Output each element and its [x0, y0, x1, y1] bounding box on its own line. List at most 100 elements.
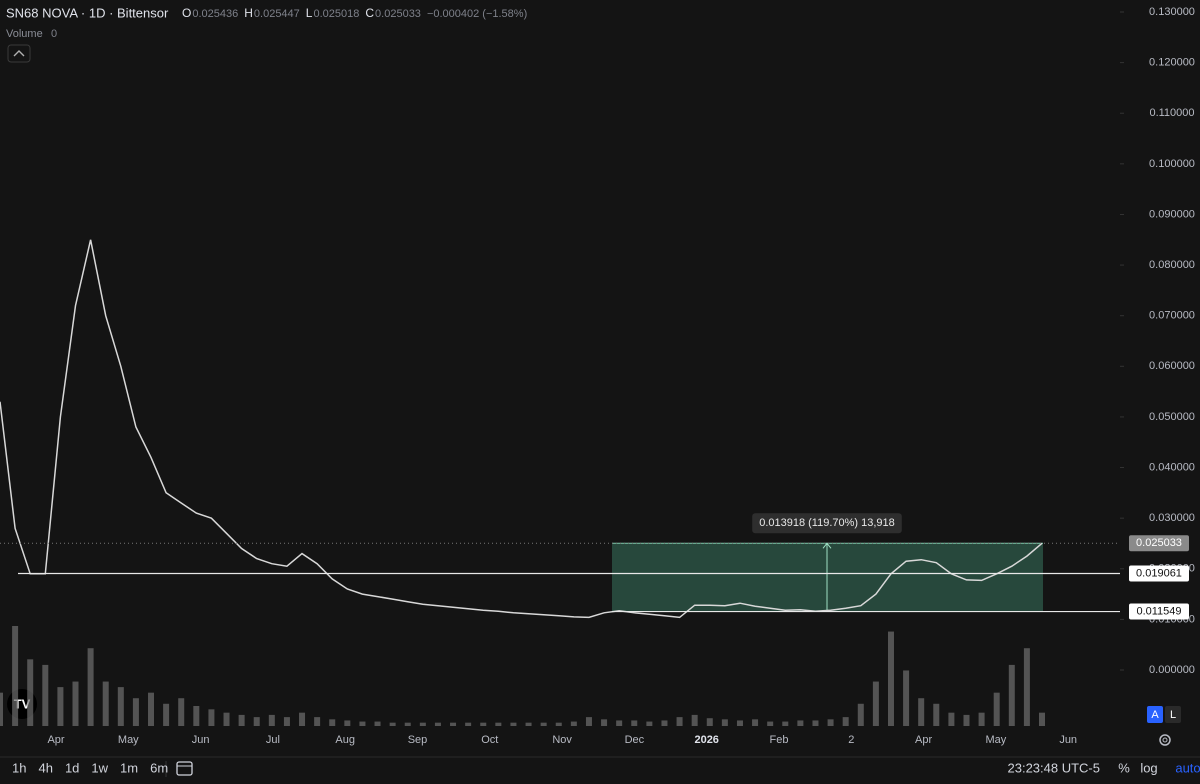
scale-button[interactable] [1147, 706, 1163, 723]
interval-button[interactable]: 1d [65, 760, 79, 775]
volume-bar [208, 709, 215, 726]
y-tick-label: 0.100000 [1149, 158, 1195, 170]
volume-label: Volume [6, 28, 43, 40]
volume-bar [299, 712, 306, 726]
volume-bar [465, 722, 472, 726]
scale-button-label: A [1151, 709, 1159, 721]
volume-bar [631, 720, 638, 726]
volume-bar [419, 722, 426, 726]
x-tick-label: Apr [915, 734, 932, 746]
volume-bar [691, 714, 698, 726]
volume-bar [404, 722, 411, 726]
interval-button[interactable]: 1w [91, 760, 108, 775]
volume-bar [661, 720, 668, 726]
volume-bar [812, 720, 819, 726]
interval-button[interactable]: 1h [12, 760, 26, 775]
volume-bar [0, 692, 3, 726]
volume-bar [963, 714, 970, 726]
last-price-tag [1129, 535, 1189, 552]
volume-bar [450, 722, 457, 726]
volume-bar [782, 721, 789, 726]
price-line-label: 0.011549 [1136, 605, 1181, 617]
volume-bar [948, 712, 955, 726]
y-tick-label: 0.030000 [1149, 512, 1195, 524]
x-tick-label: Jun [192, 734, 210, 746]
y-tick-label: 0.110000 [1149, 107, 1194, 119]
volume-bar [570, 721, 577, 726]
interval-button[interactable]: 6m [150, 760, 168, 775]
scale-button[interactable] [1165, 706, 1181, 723]
volume-bar [193, 706, 200, 726]
y-tick-label: 0.120000 [1149, 57, 1195, 69]
volume-bar [857, 703, 864, 726]
calendar-icon[interactable] [176, 761, 193, 776]
scale-option[interactable]: auto [1175, 760, 1200, 775]
x-tick-label: Jul [266, 734, 280, 746]
volume-bar [434, 722, 441, 726]
scale-option[interactable]: log [1140, 760, 1157, 775]
ohlc-value: 0.025447 [254, 8, 300, 20]
volume-bar [555, 722, 562, 726]
y-tick-label: 0.130000 [1149, 6, 1195, 18]
volume-bar [102, 681, 109, 726]
clock: 23:23:48 UTC-5 [1008, 760, 1101, 775]
x-tick-label: May [986, 734, 1007, 746]
volume-bar [329, 719, 336, 726]
last-price-label: 0.025033 [1136, 537, 1182, 549]
ohlc-key: H [244, 6, 253, 20]
y-tick-label: 0.070000 [1149, 310, 1195, 322]
volume-bar [42, 664, 49, 726]
change-value: −0.000402 (−1.58%) [427, 8, 527, 20]
volume-bar [993, 692, 1000, 726]
collapse-icon [13, 50, 25, 57]
x-tick-label: Nov [552, 734, 572, 746]
volume-bar [314, 717, 321, 726]
ohlc-value: 0.025018 [313, 8, 359, 20]
volume-bar [646, 721, 653, 726]
ohlc-key: L [306, 6, 313, 20]
x-tick-label: 2 [848, 734, 854, 746]
volume-bar [495, 722, 502, 726]
volume-bar [918, 698, 925, 726]
volume-bar [389, 722, 396, 726]
ohlc-value: 0.025436 [192, 8, 238, 20]
x-tick-label: May [118, 734, 139, 746]
volume-bar [223, 712, 230, 726]
volume-bar [510, 722, 517, 726]
y-tick-label: 0.080000 [1149, 259, 1195, 271]
y-tick-label: 0.060000 [1149, 360, 1195, 372]
y-tick-label: 0.000000 [1149, 664, 1195, 676]
volume-bar [616, 720, 623, 726]
symbol-title: SN68 NOVA · 1D · Bittensor [6, 5, 169, 20]
volume-bar [872, 681, 879, 726]
volume-bar [585, 717, 592, 726]
volume-value: 0 [51, 28, 57, 40]
interval-button[interactable]: 4h [38, 760, 52, 775]
volume-bar [706, 718, 713, 726]
volume-bar [344, 720, 351, 726]
volume-bar [132, 698, 139, 726]
collapse-button[interactable] [7, 44, 31, 63]
volume-bar [827, 719, 834, 726]
volume-bar [238, 714, 245, 726]
volume-bar [57, 687, 64, 726]
x-tick-label: Jun [1059, 734, 1077, 746]
volume-bar [148, 692, 155, 726]
volume-bar [525, 722, 532, 726]
volume-bar [887, 631, 894, 726]
volume-bar [601, 719, 608, 726]
volume-bar [721, 719, 728, 726]
x-tick-label: 2026 [694, 734, 718, 746]
volume-bar [12, 626, 19, 726]
volume-bar [359, 721, 366, 726]
x-tick-label: Sep [408, 734, 428, 746]
scale-option[interactable]: % [1118, 760, 1130, 775]
volume-bar [933, 703, 940, 726]
settings-icon[interactable] [1159, 734, 1171, 746]
volume-bar [1008, 664, 1015, 726]
volume-bar [374, 721, 381, 726]
volume-bar [797, 720, 804, 726]
interval-button[interactable]: 1m [120, 760, 138, 775]
